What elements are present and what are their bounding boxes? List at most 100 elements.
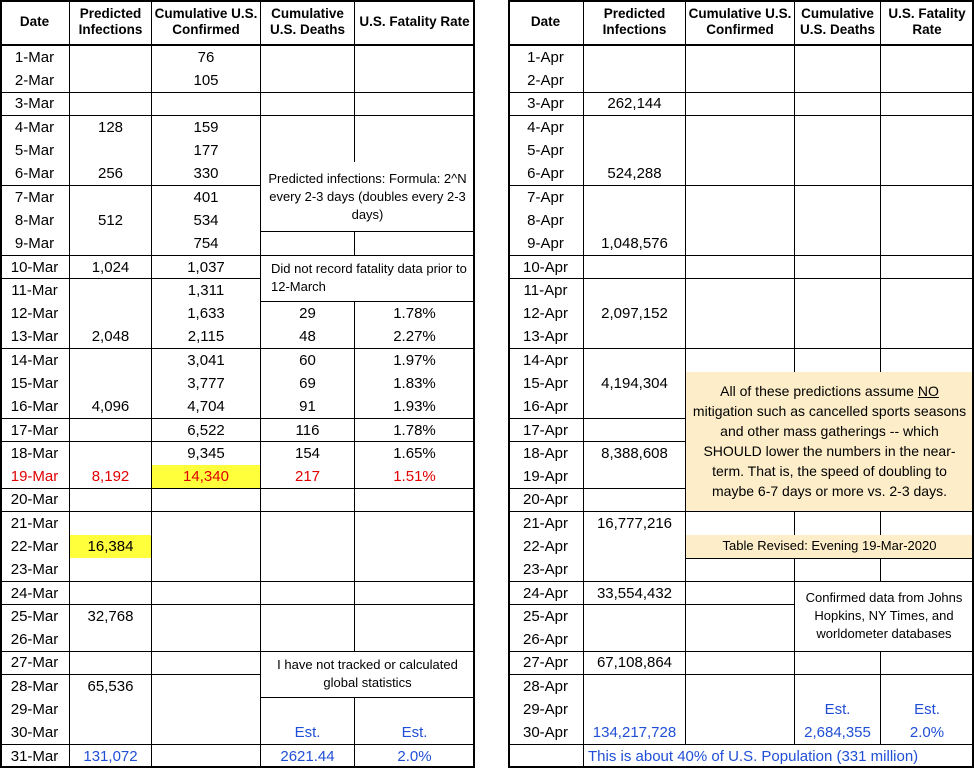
header-cell: Cumulative U.S. Deaths (261, 0, 355, 46)
data-cell (152, 92, 261, 117)
data-cell (686, 628, 795, 653)
data-cell (70, 721, 152, 746)
data-cell (881, 511, 974, 536)
data-cell (70, 698, 152, 722)
data-cell (795, 185, 881, 210)
data-cell (152, 511, 261, 536)
header-cell: Date (0, 0, 70, 46)
date-cell: 21-Mar (0, 511, 70, 536)
data-cell: 8,192 (70, 465, 152, 489)
date-cell: 18-Apr (508, 441, 584, 466)
header-cell: Date (508, 0, 584, 46)
data-cell (686, 651, 795, 676)
data-cell (70, 441, 152, 466)
assumption-part: NO (917, 383, 939, 400)
data-cell (70, 511, 152, 536)
data-cell: Est. (795, 698, 881, 722)
data-cell (795, 302, 881, 326)
date-cell: 30-Mar (0, 721, 70, 746)
data-cell (355, 139, 475, 163)
note: I have not tracked or calculated global … (261, 651, 475, 699)
data-cell (261, 92, 355, 117)
header-cell: U.S. Fatality Rate (355, 0, 475, 46)
date-cell: 27-Mar (0, 651, 70, 676)
data-cell (70, 232, 152, 257)
data-cell (584, 115, 686, 140)
data-cell: 177 (152, 139, 261, 163)
date-cell: 10-Apr (508, 255, 584, 280)
data-cell (881, 139, 974, 163)
data-cell: 69 (261, 372, 355, 396)
date-cell: 19-Apr (508, 465, 584, 489)
data-cell (261, 46, 355, 70)
data-cell (584, 255, 686, 280)
data-cell: 1,024 (70, 255, 152, 280)
data-cell (584, 395, 686, 420)
data-cell: 60 (261, 348, 355, 373)
data-cell: 9,345 (152, 441, 261, 466)
data-cell (70, 581, 152, 606)
data-cell (584, 488, 686, 513)
data-cell (152, 581, 261, 606)
date-cell: 24-Mar (0, 581, 70, 606)
date-cell: 23-Mar (0, 558, 70, 583)
date-cell: 2-Apr (508, 69, 584, 94)
data-cell (70, 92, 152, 117)
data-cell (881, 278, 974, 303)
data-cell: 29 (261, 302, 355, 326)
data-cell (355, 558, 475, 583)
date-cell: 11-Mar (0, 278, 70, 303)
assumption-part: All of these predictions assume (720, 383, 914, 400)
date-cell: 11-Apr (508, 278, 584, 303)
date-cell: 5-Apr (508, 139, 584, 163)
data-cell: 1.78% (355, 302, 475, 326)
data-cell (881, 92, 974, 117)
date-cell: 12-Apr (508, 302, 584, 326)
data-cell (355, 232, 475, 257)
data-cell: 128 (70, 115, 152, 140)
data-cell: 754 (152, 232, 261, 257)
data-cell (584, 674, 686, 699)
data-cell (261, 535, 355, 559)
data-cell (152, 721, 261, 746)
data-cell: 3,041 (152, 348, 261, 373)
date-cell: 31-Mar (0, 744, 70, 768)
data-cell: 4,096 (70, 395, 152, 420)
data-cell (881, 674, 974, 699)
date-cell: 28-Mar (0, 674, 70, 699)
data-cell: 1.97% (355, 348, 475, 373)
data-cell (584, 698, 686, 722)
data-cell: 16,384 (70, 535, 152, 559)
data-cell: 65,536 (70, 674, 152, 699)
date-cell: 1-Apr (508, 46, 584, 70)
data-cell (686, 348, 795, 373)
revised-note: Table Revised: Evening 19-Mar-2020 (686, 535, 974, 559)
note: Predicted infections: Formula: 2^N every… (261, 162, 475, 233)
data-cell (261, 115, 355, 140)
sources-note: Confirmed data from Johns Hopkins, NY Ti… (795, 581, 974, 652)
data-cell (152, 558, 261, 583)
data-cell (686, 46, 795, 70)
data-cell: Est. (881, 698, 974, 722)
date-cell: 12-Mar (0, 302, 70, 326)
data-cell (70, 558, 152, 583)
data-cell: Est. (355, 721, 475, 746)
data-cell (70, 139, 152, 163)
data-cell (795, 558, 881, 583)
data-cell: 14,340 (152, 465, 261, 489)
data-cell (261, 581, 355, 606)
date-cell: 13-Mar (0, 325, 70, 350)
data-cell: 524,288 (584, 162, 686, 187)
data-cell (795, 278, 881, 303)
date-cell: 8-Mar (0, 209, 70, 233)
date-cell: 25-Mar (0, 604, 70, 629)
data-cell (686, 721, 795, 746)
date-cell: 13-Apr (508, 325, 584, 350)
data-cell (686, 325, 795, 350)
note: Did not record fatality data prior to 12… (261, 255, 475, 303)
data-cell (584, 465, 686, 489)
data-cell (261, 69, 355, 94)
date-cell: 5-Mar (0, 139, 70, 163)
date-cell: 4-Mar (0, 115, 70, 140)
date-cell: 7-Apr (508, 185, 584, 210)
